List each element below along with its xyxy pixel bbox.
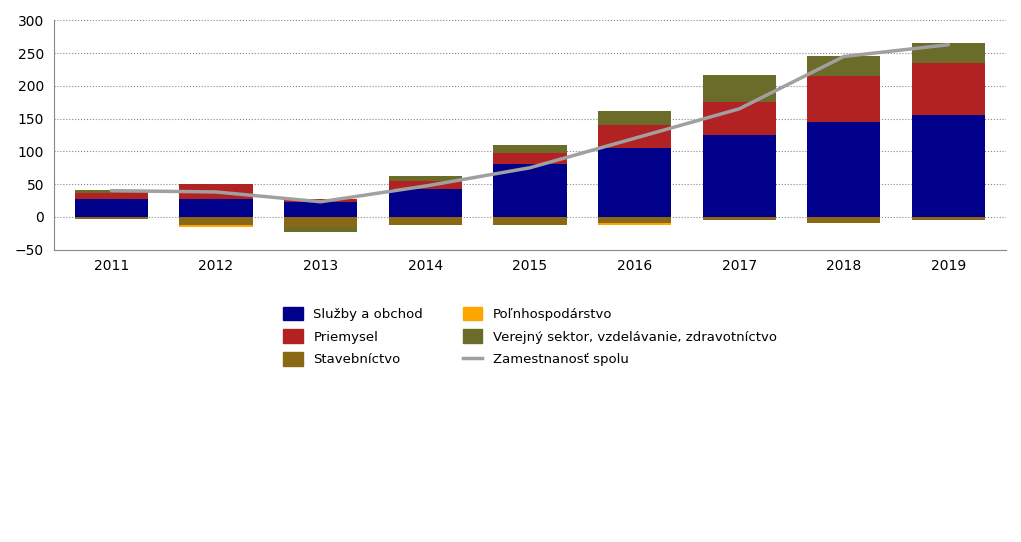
Bar	[808, 56, 880, 76]
Bar	[598, 125, 671, 148]
Bar	[912, 63, 985, 115]
Bar	[702, 135, 776, 217]
Bar	[180, 225, 252, 227]
Bar	[808, 76, 880, 122]
Bar	[493, 164, 567, 217]
Bar	[180, 184, 252, 198]
Legend: Služby a obchod, Priemysel, Stavebníctvo, Poľnhospodárstvo, Verejný sektor, vzde: Služby a obchod, Priemysel, Stavebníctvo…	[283, 307, 777, 366]
Bar	[808, 122, 880, 217]
Bar	[598, 111, 671, 125]
Bar	[912, 43, 985, 63]
Bar	[808, 217, 880, 223]
Bar	[389, 182, 461, 189]
Bar	[598, 217, 671, 223]
Bar	[284, 227, 357, 232]
Bar	[75, 193, 148, 198]
Bar	[493, 153, 567, 164]
Bar	[598, 148, 671, 217]
Bar	[284, 199, 357, 202]
Bar	[75, 198, 148, 217]
Bar	[284, 217, 357, 227]
Bar	[389, 217, 461, 225]
Bar	[702, 217, 776, 220]
Bar	[702, 102, 776, 135]
Bar	[284, 202, 357, 217]
Bar	[912, 217, 985, 220]
Bar	[702, 75, 776, 102]
Bar	[180, 198, 252, 217]
Bar	[389, 189, 461, 217]
Bar	[493, 217, 567, 225]
Bar	[389, 176, 461, 182]
Bar	[493, 145, 567, 153]
Bar	[75, 190, 148, 193]
Bar	[598, 223, 671, 225]
Bar	[180, 217, 252, 225]
Bar	[912, 115, 985, 217]
Bar	[75, 217, 148, 219]
